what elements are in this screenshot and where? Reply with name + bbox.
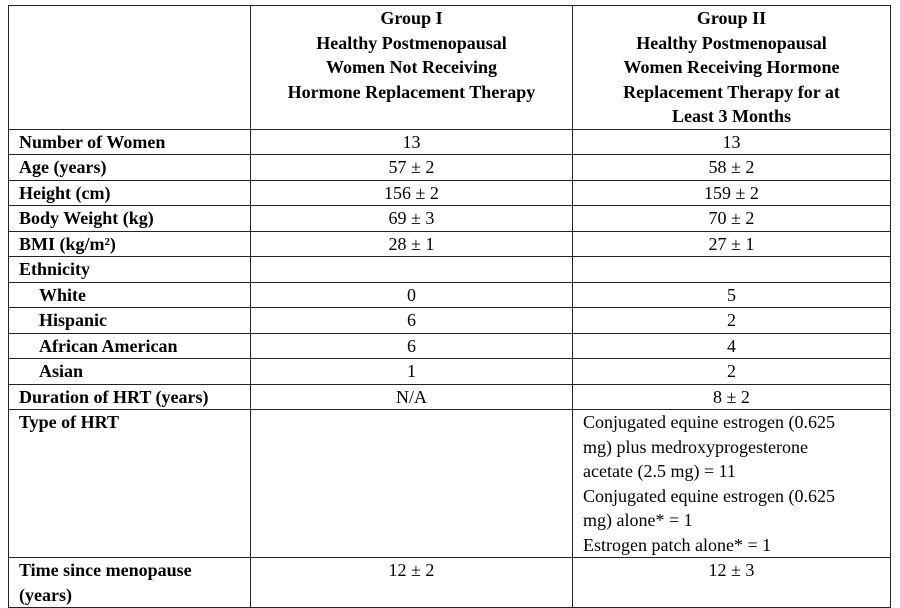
- row-label: Ethnicity: [9, 257, 251, 283]
- cell-line: Women Receiving Hormone: [581, 55, 882, 80]
- cell: 58 ± 2: [573, 155, 891, 181]
- cell: 13: [573, 129, 891, 155]
- cell: Conjugated equine estrogen (0.625mg) plu…: [573, 410, 891, 558]
- cell-line: Healthy Postmenopausal: [581, 31, 882, 56]
- cell: 1: [251, 359, 573, 385]
- cell-line: mg) alone* = 1: [583, 508, 882, 533]
- row-label: BMI (kg/m²): [9, 231, 251, 257]
- cell: 13: [251, 129, 573, 155]
- cell: 5: [573, 282, 891, 308]
- header-cell: Group IHealthy PostmenopausalWomen Not R…: [251, 6, 573, 130]
- table-row: African American64: [9, 333, 891, 359]
- cell-line: Estrogen patch alone* = 1: [583, 533, 882, 558]
- table-row: Ethnicity: [9, 257, 891, 283]
- cell-line: Healthy Postmenopausal: [259, 31, 564, 56]
- cell: [251, 257, 573, 283]
- cell-line: Hormone Replacement Therapy: [259, 80, 564, 105]
- cell: 70 ± 2: [573, 206, 891, 232]
- cell: 57 ± 2: [251, 155, 573, 181]
- row-label: Body Weight (kg): [9, 206, 251, 232]
- header-cell: [9, 6, 251, 130]
- table-row: Asian12: [9, 359, 891, 385]
- row-label: White: [9, 282, 251, 308]
- table-row: Time since menopause (years)12 ± 212 ± 3: [9, 558, 891, 608]
- table-row: Hispanic62: [9, 308, 891, 334]
- cell: 28 ± 1: [251, 231, 573, 257]
- cell-line: Conjugated equine estrogen (0.625: [583, 484, 882, 509]
- header-row: Group IHealthy PostmenopausalWomen Not R…: [9, 6, 891, 130]
- cell-line: Least 3 Months: [581, 104, 882, 129]
- cell: 0: [251, 282, 573, 308]
- row-label: Type of HRT: [9, 410, 251, 558]
- cell: 4: [573, 333, 891, 359]
- row-label: African American: [9, 333, 251, 359]
- cell-line: Group II: [581, 6, 882, 31]
- cell: 27 ± 1: [573, 231, 891, 257]
- cell: 6: [251, 308, 573, 334]
- row-label: Duration of HRT (years): [9, 384, 251, 410]
- cell-line: Replacement Therapy for at: [581, 80, 882, 105]
- table-row: Height (cm)156 ± 2159 ± 2: [9, 180, 891, 206]
- cell-line: Group I: [259, 6, 564, 31]
- table-row: BMI (kg/m²)28 ± 127 ± 1: [9, 231, 891, 257]
- row-label: Asian: [9, 359, 251, 385]
- row-label: Time since menopause (years): [9, 558, 251, 608]
- table-row: Number of Women1313: [9, 129, 891, 155]
- cell-line: mg) plus medroxyprogesterone: [583, 435, 882, 460]
- row-label: Height (cm): [9, 180, 251, 206]
- cell: 159 ± 2: [573, 180, 891, 206]
- table-body: Group IHealthy PostmenopausalWomen Not R…: [9, 6, 891, 608]
- cell-line: Conjugated equine estrogen (0.625: [583, 410, 882, 435]
- table-row: Age (years)57 ± 258 ± 2: [9, 155, 891, 181]
- cell: 12 ± 2: [251, 558, 573, 608]
- table-row: White05: [9, 282, 891, 308]
- row-label: Number of Women: [9, 129, 251, 155]
- cell-line: acetate (2.5 mg) = 11: [583, 459, 882, 484]
- cell: 156 ± 2: [251, 180, 573, 206]
- cell: [573, 257, 891, 283]
- table-row: Type of HRT Conjugated equine estrogen (0…: [9, 410, 891, 558]
- table-row: Duration of HRT (years)N/A8 ± 2: [9, 384, 891, 410]
- cell: N/A: [251, 384, 573, 410]
- cell: 69 ± 3: [251, 206, 573, 232]
- row-label: Hispanic: [9, 308, 251, 334]
- cell: 2: [573, 308, 891, 334]
- header-cell: Group IIHealthy PostmenopausalWomen Rece…: [573, 6, 891, 130]
- cell: 8 ± 2: [573, 384, 891, 410]
- cell: [251, 410, 573, 558]
- data-table: Group IHealthy PostmenopausalWomen Not R…: [8, 5, 891, 608]
- table-row: Body Weight (kg)69 ± 370 ± 2: [9, 206, 891, 232]
- cell: 12 ± 3: [573, 558, 891, 608]
- cell: 6: [251, 333, 573, 359]
- cell-line: Women Not Receiving: [259, 55, 564, 80]
- cell: 2: [573, 359, 891, 385]
- row-label: Age (years): [9, 155, 251, 181]
